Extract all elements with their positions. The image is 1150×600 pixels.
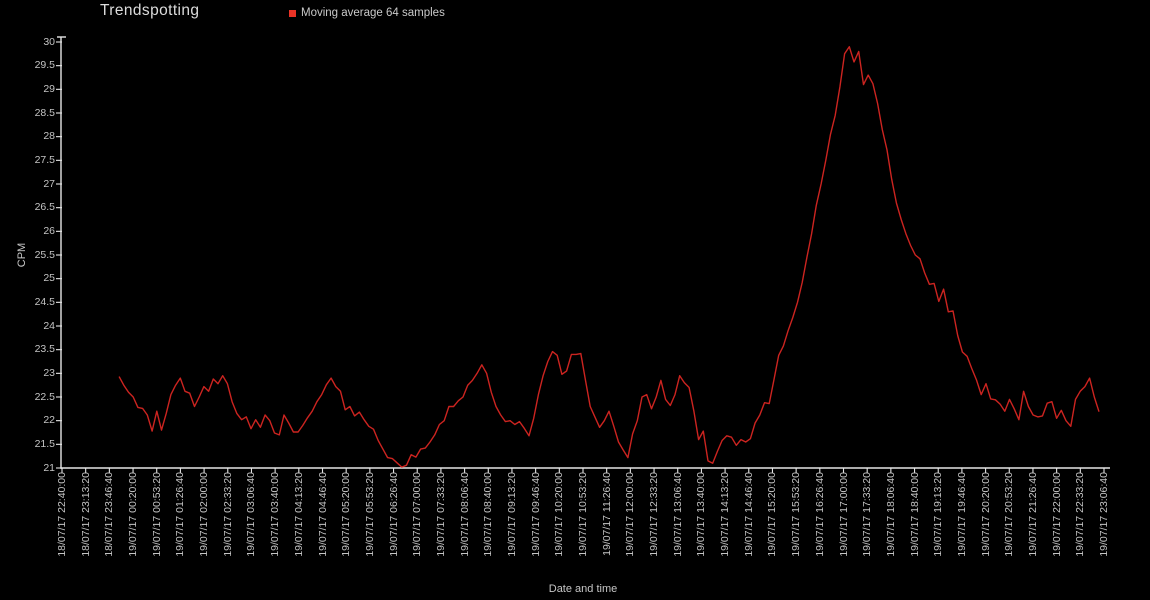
x-tick-label: 19/07/17 03:40:00 <box>269 472 282 557</box>
y-tick-label: 30 <box>43 35 55 48</box>
x-tick-label: 19/07/17 20:53:20 <box>1003 472 1016 557</box>
x-tick-label: 19/07/17 20:20:00 <box>979 472 992 557</box>
x-tick-label: 19/07/17 08:06:40 <box>458 472 471 557</box>
x-tick-label: 19/07/17 15:20:00 <box>766 472 779 557</box>
x-tick-label: 19/07/17 05:20:00 <box>340 472 353 557</box>
chart-title: Trendspotting <box>100 2 200 19</box>
y-tick-label: 23 <box>43 366 55 379</box>
x-tick-label: 19/07/17 14:13:20 <box>719 472 732 557</box>
x-tick-label: 19/07/17 01:26:40 <box>174 472 187 557</box>
x-tick-label: 19/07/17 04:46:40 <box>316 472 329 557</box>
x-tick-label: 19/07/17 13:06:40 <box>671 472 684 557</box>
x-tick-label: 19/07/17 09:46:40 <box>529 472 542 557</box>
y-tick-label: 27.5 <box>34 153 55 166</box>
x-tick-label: 19/07/17 17:33:20 <box>861 472 874 557</box>
x-tick-label: 19/07/17 03:06:40 <box>245 472 258 557</box>
x-tick-label: 19/07/17 09:13:20 <box>505 472 518 557</box>
x-tick-label: 19/07/17 19:46:40 <box>955 472 968 557</box>
x-tick-label: 19/07/17 21:26:40 <box>1026 472 1039 557</box>
legend-item-moving-average[interactable]: Moving average 64 samples <box>289 7 445 19</box>
x-tick-label: 19/07/17 00:53:20 <box>150 472 163 557</box>
x-tick-label: 19/07/17 12:00:00 <box>624 472 637 557</box>
x-tick-label: 19/07/17 13:40:00 <box>695 472 708 557</box>
y-tick-label: 27 <box>43 177 55 190</box>
x-tick-label: 18/07/17 23:46:40 <box>103 472 116 557</box>
x-tick-label: 19/07/17 18:40:00 <box>908 472 921 557</box>
x-tick-label: 19/07/17 22:00:00 <box>1050 472 1063 557</box>
x-tick-label: 19/07/17 15:53:20 <box>790 472 803 557</box>
legend-square-icon <box>289 9 296 17</box>
x-axis-title: Date and time <box>548 583 618 595</box>
x-tick-label: 18/07/17 23:13:20 <box>79 472 92 557</box>
x-tick-label: 19/07/17 19:13:20 <box>932 472 945 557</box>
y-tick-label: 23.5 <box>34 343 55 356</box>
x-tick-label: 19/07/17 12:33:20 <box>648 472 661 557</box>
legend-label: Moving average 64 samples <box>301 7 445 19</box>
x-tick-label: 19/07/17 10:20:00 <box>553 472 566 557</box>
y-tick-label: 28 <box>43 130 55 143</box>
x-tick-label: 19/07/17 05:53:20 <box>363 472 376 557</box>
x-tick-label: 18/07/17 22:40:00 <box>56 472 68 557</box>
x-tick-label: 19/07/17 02:33:20 <box>221 472 234 557</box>
y-tick-label: 22.5 <box>34 390 55 403</box>
y-tick-label: 29.5 <box>34 59 55 72</box>
x-tick-label: 19/07/17 16:26:40 <box>813 472 826 557</box>
y-tick-label: 25 <box>43 272 55 285</box>
y-tick-label: 25.5 <box>34 248 55 261</box>
x-tick-label: 19/07/17 23:06:40 <box>1098 472 1110 557</box>
y-tick-label: 24.5 <box>34 295 55 308</box>
x-tick-label: 19/07/17 06:26:40 <box>387 472 400 557</box>
x-tick-label: 19/07/17 17:00:00 <box>837 472 850 557</box>
x-tick-label: 19/07/17 02:00:00 <box>198 472 211 557</box>
y-tick-label: 26 <box>43 224 55 237</box>
y-tick-label: 26.5 <box>34 201 55 214</box>
x-tick-label: 19/07/17 10:53:20 <box>577 472 589 557</box>
y-tick-label: 22 <box>43 414 55 427</box>
x-tick-label: 19/07/17 14:46:40 <box>742 472 755 557</box>
y-tick-label: 28.5 <box>34 106 55 119</box>
x-tick-label: 19/07/17 22:33:20 <box>1074 472 1087 557</box>
axes <box>57 36 1110 469</box>
y-tick-label: 29 <box>43 82 55 95</box>
x-tick-label: 19/07/17 08:40:00 <box>482 472 495 557</box>
x-tick-label: 19/07/17 04:13:20 <box>292 472 305 557</box>
x-tick-label: 19/07/17 07:00:00 <box>411 472 424 557</box>
x-tick-label: 19/07/17 18:06:40 <box>884 472 897 557</box>
tick-marks <box>56 41 1105 474</box>
x-tick-label: 19/07/17 11:26:40 <box>600 472 613 556</box>
y-tick-label: 21.5 <box>34 437 55 450</box>
x-tick-label: 19/07/17 07:33:20 <box>434 472 447 557</box>
y-tick-label: 24 <box>43 319 55 332</box>
series-line-moving-average <box>118 46 1100 468</box>
x-tick-label: 19/07/17 00:20:00 <box>127 472 140 557</box>
y-tick-label: 21 <box>43 461 55 474</box>
